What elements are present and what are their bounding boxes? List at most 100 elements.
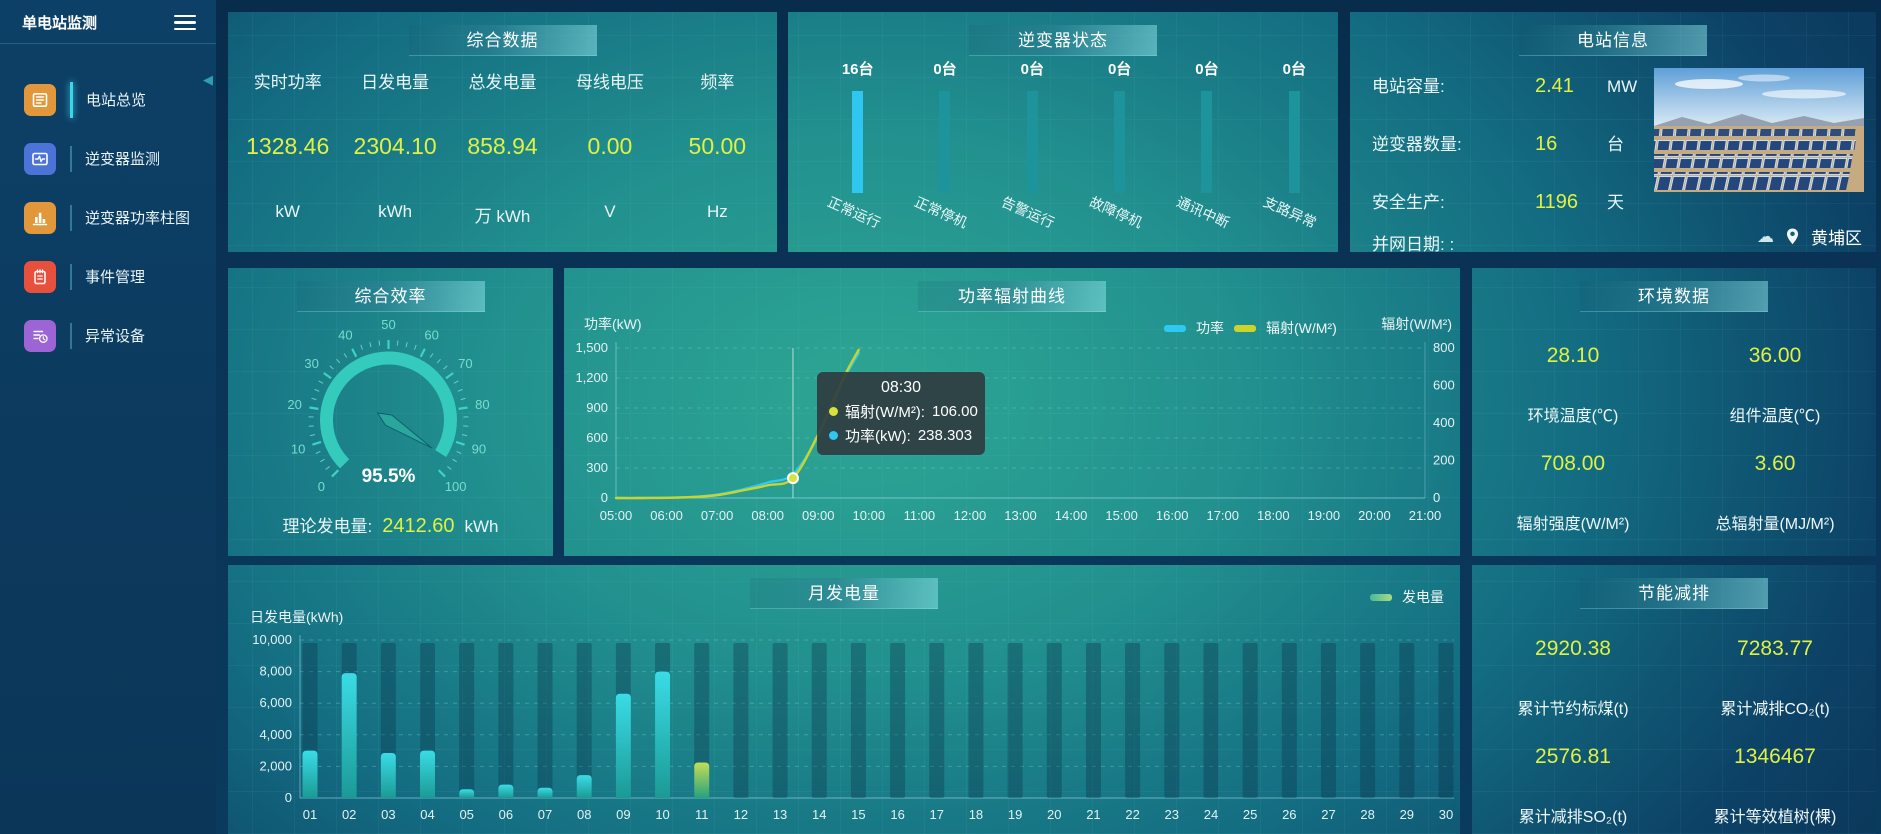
svg-text:19: 19 xyxy=(1008,807,1022,822)
svg-text:30: 30 xyxy=(304,356,318,371)
svg-text:09:00: 09:00 xyxy=(802,508,835,523)
svg-text:30: 30 xyxy=(1439,807,1453,822)
generation-legend-swatch[interactable] xyxy=(1370,593,1392,601)
panel-monthly-generation: 月发电量 日发电量(kWh) 发电量 0 2,000 4,000 6,000 8,000… xyxy=(228,565,1460,834)
panel-title: 逆变器状态 xyxy=(969,25,1157,56)
left-axis-label: 功率(kW) xyxy=(584,316,642,332)
sidebar-item-abnormal-devices[interactable]: 异常设备 xyxy=(0,306,216,365)
svg-text:0: 0 xyxy=(317,479,324,494)
sidebar-item-station-overview[interactable]: 电站总览 xyxy=(0,70,216,129)
power-legend-swatch[interactable] xyxy=(1164,324,1186,332)
svg-text:14:00: 14:00 xyxy=(1055,508,1088,523)
svg-text:04: 04 xyxy=(420,807,434,822)
panel-station-info: 电站信息 电站容量: 2.41 MW 逆变器数量: 16 台 安全生产: 119… xyxy=(1350,12,1876,254)
inverter-status-columns: 16台 正常运行 0台 正常停机 0台 告警运行 0台 故障停机 0台 xyxy=(788,12,1338,231)
svg-text:15:00: 15:00 xyxy=(1105,508,1138,523)
status-bar xyxy=(1201,91,1213,193)
panel-efficiency: 综合效率 0 10 20 30 40 50 60 70 80 90 100 95.5% 理论发电量:… xyxy=(228,268,553,556)
menu-separator xyxy=(70,322,72,349)
power-legend-label[interactable]: 功率 xyxy=(1196,320,1224,336)
svg-text:1,200: 1,200 xyxy=(575,370,608,385)
monthly-generation-chart[interactable]: 0 2,000 4,000 6,000 8,000 10,000 01 02 03 04 05 06 0… xyxy=(228,565,1460,834)
station-capacity-row: 电站容量: 2.41 MW xyxy=(1372,75,1638,97)
gauge-value: 95.5% xyxy=(361,466,415,487)
panel-title: 环境数据 xyxy=(1580,281,1768,312)
svg-text:11: 11 xyxy=(695,807,709,822)
right-axis-label: 辐射(W/M²) xyxy=(1381,316,1452,332)
svg-text:10,000: 10,000 xyxy=(252,632,292,647)
power-radiation-chart[interactable]: 0 300 600 900 1,200 1,500 0 200 400 600 800 05:00 06… xyxy=(564,268,1460,556)
station-photo xyxy=(1654,68,1864,192)
stat-coal-saved: 2920.38 累计节约标煤(t) xyxy=(1517,637,1629,718)
grid-connection-date-row: 并网日期: : xyxy=(1372,235,1455,254)
location-pin-icon xyxy=(1786,228,1799,245)
svg-text:27: 27 xyxy=(1321,807,1335,822)
district-label: 黄埔区 xyxy=(1811,229,1862,248)
svg-text:18: 18 xyxy=(969,807,983,822)
metric-realtime-power: 实时功率 1328.46 kW xyxy=(246,73,330,221)
panel-inverter-status: 逆变器状态 16台 正常运行 0台 正常停机 0台 告警运行 0台 故障停机 xyxy=(788,12,1338,252)
svg-text:01: 01 xyxy=(303,807,317,822)
tooltip-radiation-row: 辐射(W/M²): 106.00 xyxy=(829,401,978,422)
stat-trees-equivalent: 1346467 累计等效植树(棵) xyxy=(1713,745,1837,826)
generation-legend-label[interactable]: 发电量 xyxy=(1402,589,1444,605)
panel-environment-data: 环境数据 28.10 环境温度(℃) 36.00 组件温度(℃) 708.00 … xyxy=(1472,268,1876,556)
tooltip-time: 08:30 xyxy=(880,379,922,396)
svg-text:10: 10 xyxy=(290,441,304,456)
svg-text:08:00: 08:00 xyxy=(751,508,784,523)
metric-bus-voltage: 母线电压 0.00 V xyxy=(575,73,644,221)
environment-stats: 28.10 环境温度(℃) 36.00 组件温度(℃) 708.00 辐射强度(… xyxy=(1472,344,1876,534)
app-title: 单电站监测 xyxy=(22,15,98,32)
inverter-status-branch-abnormal: 0台 支路异常 xyxy=(1261,61,1320,231)
bar-y-axis-label: 日发电量(kWh) xyxy=(250,609,344,625)
radiation-legend-label[interactable]: 辐射(W/M²) xyxy=(1266,320,1337,336)
sidebar-item-inverter-power-bars[interactable]: 逆变器功率柱图 xyxy=(0,188,216,247)
svg-text:25: 25 xyxy=(1243,807,1257,822)
sidebar-item-inverter-monitor[interactable]: 逆变器监测 xyxy=(0,129,216,188)
svg-text:15: 15 xyxy=(851,807,865,822)
inverter-status-fault-stop: 0台 故障停机 xyxy=(1086,61,1145,231)
stat-radiation-intensity: 708.00 辐射强度(W/M²) xyxy=(1516,452,1630,533)
saving-stats: 2920.38 累计节约标煤(t) 7283.77 累计减排CO₂(t) 257… xyxy=(1472,637,1876,827)
radiation-legend-swatch[interactable] xyxy=(1234,324,1256,332)
svg-text:300: 300 xyxy=(586,460,608,475)
panel-title: 综合效率 xyxy=(296,281,485,312)
weather-cloud-icon[interactable]: ☁ xyxy=(1757,227,1774,246)
svg-text:24: 24 xyxy=(1204,807,1218,822)
metric-value: 2304.10 xyxy=(353,133,437,159)
overview-icon xyxy=(24,83,56,116)
menu-separator xyxy=(70,263,72,290)
svg-text:02: 02 xyxy=(342,807,356,822)
tooltip-power-row: 功率(kW): 238.303 xyxy=(829,425,973,446)
svg-text:13:00: 13:00 xyxy=(1004,508,1037,523)
svg-text:21:00: 21:00 xyxy=(1409,508,1442,523)
svg-text:09: 09 xyxy=(616,807,630,822)
stat-co2-reduced: 7283.77 累计减排CO₂(t) xyxy=(1720,637,1830,718)
svg-text:14: 14 xyxy=(812,807,826,822)
sidebar-item-label: 逆变器监测 xyxy=(85,151,161,168)
svg-text:10:00: 10:00 xyxy=(853,508,886,523)
svg-text:18:00: 18:00 xyxy=(1257,508,1290,523)
sidebar-item-event-management[interactable]: 事件管理 xyxy=(0,247,216,306)
svg-text:05:00: 05:00 xyxy=(600,508,633,523)
device-list-clock-icon xyxy=(24,319,56,352)
curve-legend: 功率 辐射(W/M²) xyxy=(1164,318,1337,338)
svg-text:8,000: 8,000 xyxy=(259,664,292,679)
collapse-panel-icon[interactable]: ◀ xyxy=(203,72,213,87)
status-bar xyxy=(1114,91,1126,193)
svg-text:03: 03 xyxy=(381,807,395,822)
stat-total-radiation: 3.60 总辐射量(MJ/M²) xyxy=(1715,452,1835,533)
svg-text:10: 10 xyxy=(655,807,669,822)
svg-text:50: 50 xyxy=(381,317,395,332)
svg-text:23: 23 xyxy=(1165,807,1179,822)
hamburger-menu-icon[interactable] xyxy=(174,14,196,31)
inverter-status-alarm-running: 0台 告警运行 xyxy=(999,61,1058,231)
sidebar-item-label: 事件管理 xyxy=(85,269,146,286)
metric-value: 50.00 xyxy=(688,133,747,159)
panel-energy-saving: 节能减排 2920.38 累计节约标煤(t) 7283.77 累计减排CO₂(t… xyxy=(1472,565,1876,834)
svg-text:22: 22 xyxy=(1125,807,1139,822)
svg-text:13: 13 xyxy=(773,807,787,822)
svg-text:28: 28 xyxy=(1360,807,1374,822)
summary-metrics: 实时功率 1328.46 kW 日发电量 2304.10 kWh 总发电量 85… xyxy=(228,12,777,227)
svg-text:17:00: 17:00 xyxy=(1206,508,1239,523)
